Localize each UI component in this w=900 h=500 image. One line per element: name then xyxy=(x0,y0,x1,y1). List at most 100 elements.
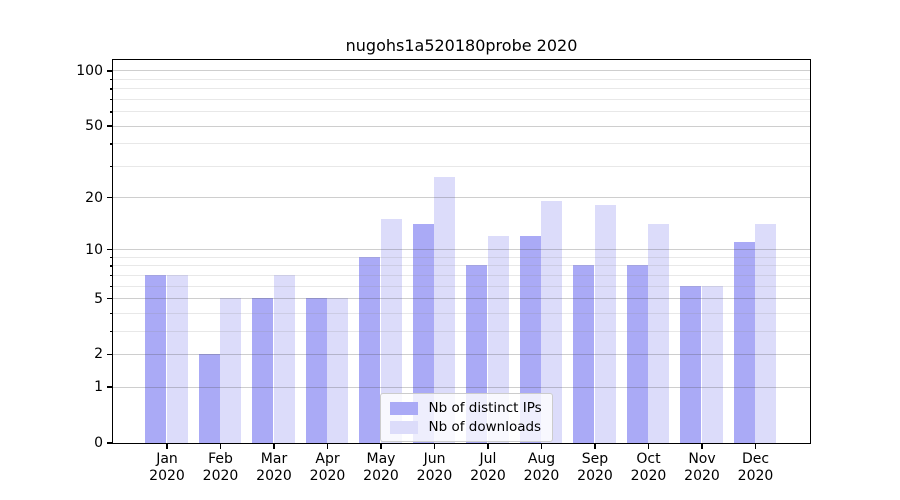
x-axis-tick-label: Feb 2020 xyxy=(186,451,256,484)
x-label-month: Nov xyxy=(688,451,716,467)
bar-downloads xyxy=(755,224,777,443)
y-axis-minor-tick xyxy=(109,265,113,267)
y-axis-minor-tick xyxy=(109,98,113,101)
gridline-minor xyxy=(112,165,810,167)
y-axis-minor-tick xyxy=(109,78,113,81)
legend-item: Nb of downloads xyxy=(389,419,542,435)
bar-downloads xyxy=(166,274,188,443)
y-axis-minor-tick xyxy=(109,165,113,168)
bar-downloads xyxy=(594,205,616,443)
x-label-month: Sep xyxy=(581,451,609,467)
bar-downloads xyxy=(380,219,402,443)
x-axis-tick xyxy=(326,443,329,449)
y-axis-tick xyxy=(107,442,113,444)
gridline-minor xyxy=(112,265,810,267)
x-axis-tick xyxy=(594,443,596,449)
legend-swatch xyxy=(389,401,418,415)
y-axis-minor-tick xyxy=(109,330,113,333)
gridline-minor xyxy=(112,330,810,332)
bar-distinct-ips xyxy=(359,256,381,443)
x-axis-tick xyxy=(754,443,757,449)
y-axis-tick xyxy=(107,353,113,356)
x-axis-tick xyxy=(166,443,168,449)
y-axis-tick-label: 0 xyxy=(94,435,103,451)
x-label-month: Aug xyxy=(527,451,556,467)
y-axis-tick xyxy=(107,386,113,388)
legend-item: Nb of distinct IPs xyxy=(389,400,542,416)
x-label-year: 2020 xyxy=(577,467,613,484)
gridline-minor xyxy=(112,312,810,314)
y-axis-tick xyxy=(107,196,113,199)
y-axis-minor-tick xyxy=(109,274,113,277)
gridline-minor xyxy=(112,98,810,100)
y-axis-minor-tick xyxy=(109,312,113,315)
x-label-month: Feb xyxy=(208,451,233,467)
legend-label: Nb of downloads xyxy=(428,419,542,435)
legend: Nb of distinct IPs Nb of downloads xyxy=(379,393,553,442)
bar-distinct-ips xyxy=(305,298,327,443)
gridline-minor xyxy=(112,88,810,90)
gridline-major xyxy=(112,197,810,199)
y-axis-tick-label: 20 xyxy=(85,189,103,206)
y-axis-minor-tick xyxy=(109,111,113,113)
gridline-minor xyxy=(112,256,810,258)
bar-distinct-ips xyxy=(252,298,274,443)
x-label-year: 2020 xyxy=(309,467,346,484)
x-axis-tick-label: Jun 2020 xyxy=(400,451,470,484)
x-label-month: Dec xyxy=(741,451,770,467)
y-axis-minor-tick xyxy=(109,285,113,288)
legend-label: Nb of distinct IPs xyxy=(428,400,542,416)
x-label-year: 2020 xyxy=(202,467,239,484)
gridline-major xyxy=(112,125,810,127)
bar-distinct-ips xyxy=(198,353,220,443)
y-axis-tick xyxy=(107,297,113,300)
y-axis-tick-label: 10 xyxy=(85,241,103,258)
bar-downloads xyxy=(434,176,456,443)
x-axis-tick xyxy=(380,443,382,449)
bar-downloads xyxy=(487,235,509,443)
bar-downloads xyxy=(648,224,670,443)
x-axis-tick xyxy=(273,443,275,449)
x-label-month: May xyxy=(366,451,396,467)
chart-title: nugohs1a520180probe 2020 xyxy=(345,36,578,55)
bar-distinct-ips xyxy=(573,265,595,443)
gridline-major xyxy=(112,249,810,251)
gridline-minor xyxy=(112,111,810,113)
gridline-major xyxy=(112,353,810,355)
y-axis-tick xyxy=(107,248,113,251)
x-axis-tick-label: Dec 2020 xyxy=(721,451,791,484)
y-axis-minor-tick xyxy=(109,88,113,90)
y-axis-tick-label: 5 xyxy=(94,290,103,307)
bar-distinct-ips xyxy=(519,235,541,443)
x-axis-tick-label: Aug 2020 xyxy=(507,451,577,484)
x-axis-tick-label: Mar 2020 xyxy=(239,451,309,484)
x-axis-tick xyxy=(433,443,436,449)
bar-downloads xyxy=(327,298,349,443)
x-axis-tick xyxy=(701,443,703,449)
bar-distinct-ips xyxy=(412,224,434,443)
x-label-year: 2020 xyxy=(470,467,506,484)
bar-distinct-ips xyxy=(145,274,167,443)
x-axis-tick-label: Nov 2020 xyxy=(667,451,737,484)
x-axis-tick xyxy=(487,443,489,449)
x-label-year: 2020 xyxy=(684,467,720,484)
x-label-month: Oct xyxy=(636,451,661,467)
x-label-year: 2020 xyxy=(416,467,453,484)
gridline-major xyxy=(112,298,810,300)
x-axis-tick xyxy=(647,443,650,449)
legend-swatch xyxy=(389,420,418,434)
gridline-minor xyxy=(112,143,810,145)
gridline-minor xyxy=(112,274,810,276)
x-axis-tick xyxy=(219,443,222,449)
x-axis-tick-label: Apr 2020 xyxy=(293,451,363,484)
x-label-year: 2020 xyxy=(363,467,399,484)
x-label-year: 2020 xyxy=(256,467,292,484)
y-axis-tick-label: 2 xyxy=(94,346,103,363)
y-axis-minor-tick xyxy=(109,256,113,259)
x-label-month: Jun xyxy=(423,451,446,467)
x-axis-tick-label: Sep 2020 xyxy=(560,451,630,484)
x-axis-tick-label: Oct 2020 xyxy=(614,451,684,484)
x-label-year: 2020 xyxy=(737,467,774,484)
x-label-month: Jul xyxy=(479,451,497,467)
x-label-month: Apr xyxy=(315,451,340,467)
